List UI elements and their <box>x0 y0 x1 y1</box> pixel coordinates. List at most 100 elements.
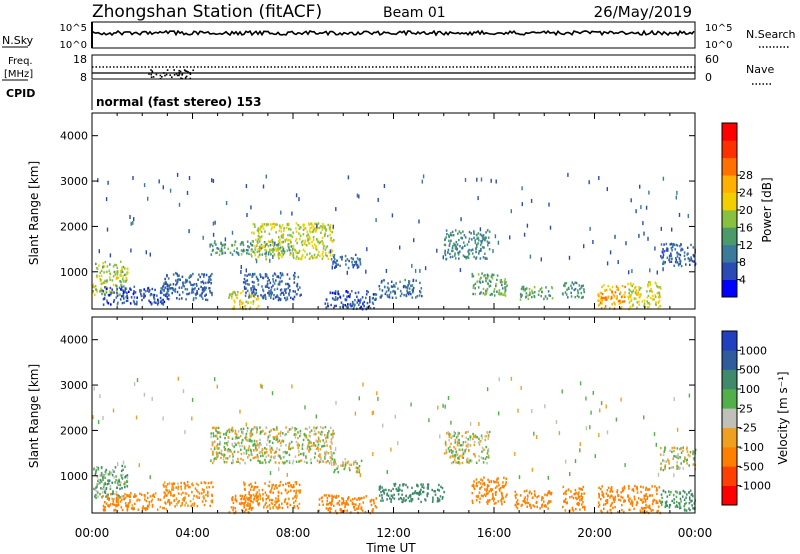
cell-scatter <box>365 269 367 274</box>
cell-region-6 <box>334 468 336 472</box>
cell-region-13 <box>621 503 623 507</box>
cell-region-14 <box>658 486 661 489</box>
cell-region-16 <box>689 489 692 492</box>
cell-region-5 <box>278 229 281 232</box>
cell-region-8 <box>403 497 405 500</box>
cell-region-7 <box>348 259 350 263</box>
cell-region-8 <box>434 490 437 493</box>
cell-region-9 <box>404 278 406 282</box>
cell-region-5 <box>277 246 279 250</box>
cell-region-3 <box>232 501 235 505</box>
cell-region-4 <box>220 247 223 250</box>
cell-scatter <box>132 176 134 180</box>
cell-region-14 <box>603 284 605 287</box>
cell-region-15 <box>684 457 686 460</box>
cell-region-5 <box>265 501 267 504</box>
cell-region-5 <box>256 229 259 232</box>
cell-region-7 <box>346 502 348 505</box>
cell-scatter <box>331 462 333 467</box>
cell-region-5 <box>244 498 247 501</box>
cell-region-10 <box>468 252 471 255</box>
cell-region-11 <box>496 274 499 277</box>
cell-region-9 <box>448 450 451 453</box>
cell-region-15 <box>680 447 682 450</box>
cell-region-9 <box>486 462 488 465</box>
cell-region-11 <box>516 502 518 506</box>
cell-region-16 <box>660 243 663 246</box>
cell-region-6 <box>261 295 264 298</box>
cell-region-4 <box>294 429 296 432</box>
cell-region-2 <box>171 488 173 491</box>
cell-region-4 <box>267 253 270 256</box>
cell-region-14 <box>651 485 653 488</box>
cell-region-3 <box>229 293 232 296</box>
cell-region-9 <box>453 454 456 457</box>
cell-region-2 <box>191 287 194 290</box>
cell-region-5 <box>279 484 281 487</box>
cell-region-2 <box>180 493 183 496</box>
cell-region-5 <box>280 230 283 233</box>
cell-region-5 <box>306 230 309 233</box>
cell-region-1 <box>129 499 131 502</box>
cell-region-5 <box>273 245 275 248</box>
cell-region-16 <box>678 252 680 256</box>
cell-region-11 <box>523 490 526 493</box>
cell-region-5 <box>301 239 304 243</box>
cell-region-4 <box>286 249 289 252</box>
cell-region-5 <box>317 240 320 243</box>
cell-region-3 <box>240 291 242 295</box>
beam-label: Beam 01 <box>383 5 446 21</box>
cell-region-13 <box>611 501 614 505</box>
cell-scatter <box>480 177 483 182</box>
cell-region-8 <box>350 305 352 308</box>
cell-region-12 <box>564 500 567 504</box>
velocity-colorbar-title: Velocity [m s⁻¹] <box>776 371 790 464</box>
cell-region-7 <box>355 503 357 506</box>
cell-region-16 <box>690 500 692 503</box>
cell-region-8 <box>426 483 429 486</box>
cell-region-4 <box>211 249 214 253</box>
cell-region-10 <box>454 243 456 247</box>
cell-region-5 <box>283 227 285 230</box>
cell-region-11 <box>493 290 495 293</box>
cell-region-15 <box>635 293 638 296</box>
freq-tick-top: 18 <box>73 53 87 66</box>
cell-region-2 <box>205 286 207 290</box>
cell-region-8 <box>405 498 407 502</box>
cell-region-5 <box>299 491 301 494</box>
cell-region-0 <box>108 497 110 500</box>
cell-region-5 <box>316 248 318 251</box>
cell-region-10 <box>479 257 482 260</box>
cell-region-15 <box>636 301 639 304</box>
cell-region-1 <box>132 299 135 303</box>
cell-region-3 <box>257 305 260 308</box>
cell-region-4 <box>277 432 280 435</box>
cell-region-4 <box>277 244 279 247</box>
cell-region-7 <box>346 509 348 512</box>
colorbar-swatch <box>722 447 737 467</box>
cell-region-13 <box>571 287 573 290</box>
cell-region-10 <box>481 239 484 242</box>
cell-region-16 <box>679 506 682 509</box>
cell-region-3 <box>244 305 246 308</box>
cell-region-14 <box>629 497 631 500</box>
cell-region-10 <box>487 244 489 247</box>
cell-region-5 <box>295 489 298 492</box>
cell-region-10 <box>471 248 474 251</box>
cell-region-0 <box>100 287 102 291</box>
cell-region-5 <box>297 489 300 492</box>
cell-region-5 <box>264 503 266 506</box>
cell-region-10 <box>473 486 475 489</box>
cell-region-5 <box>308 235 311 239</box>
cell-scatter <box>497 240 500 245</box>
cell-region-4 <box>265 252 267 255</box>
cell-region-12 <box>550 286 553 289</box>
cell-region-12 <box>578 491 580 494</box>
cell-scatter <box>107 180 109 185</box>
cell-region-5 <box>279 480 282 484</box>
cell-region-16 <box>688 502 691 505</box>
cell-region-15 <box>677 453 679 456</box>
nave-dot <box>189 77 192 80</box>
cell-region-13 <box>603 503 605 506</box>
cell-region-4 <box>326 451 328 454</box>
